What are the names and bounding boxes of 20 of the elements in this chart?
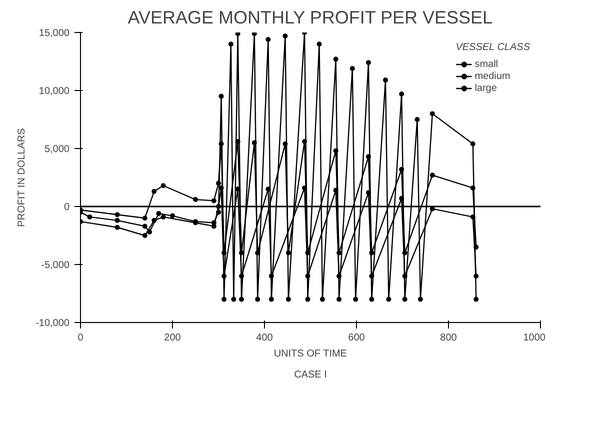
chart-title: AVERAGE MONTHLY PROFIT PER VESSEL (128, 8, 493, 28)
legend-title: VESSEL CLASS (456, 42, 530, 53)
legend-label: medium (474, 70, 510, 82)
x-tick-label: 1000 (523, 332, 546, 344)
x-axis-title: UNITS OF TIME (274, 348, 348, 360)
x-tick-label: 400 (256, 332, 274, 344)
legend-label: large (474, 82, 497, 94)
x-tick-label: 600 (348, 332, 366, 344)
y-tick-label: 0 (64, 202, 70, 213)
x-tick-label: 800 (440, 332, 458, 344)
x-tick-label: 0 (78, 332, 84, 344)
text: CASE I (294, 370, 327, 380)
x-tick-label: 200 (164, 332, 182, 344)
y-tick-label: -10,000 (36, 318, 70, 329)
y-axis-title: PROFIT IN DOLLARS (16, 128, 28, 227)
legend-label: small (474, 58, 498, 70)
y-tick-label: 5,000 (44, 144, 70, 155)
y-tick-label: 10,000 (38, 86, 70, 97)
y-tick-label: 15,000 (38, 28, 70, 39)
y-tick-label: -5,000 (41, 260, 70, 271)
